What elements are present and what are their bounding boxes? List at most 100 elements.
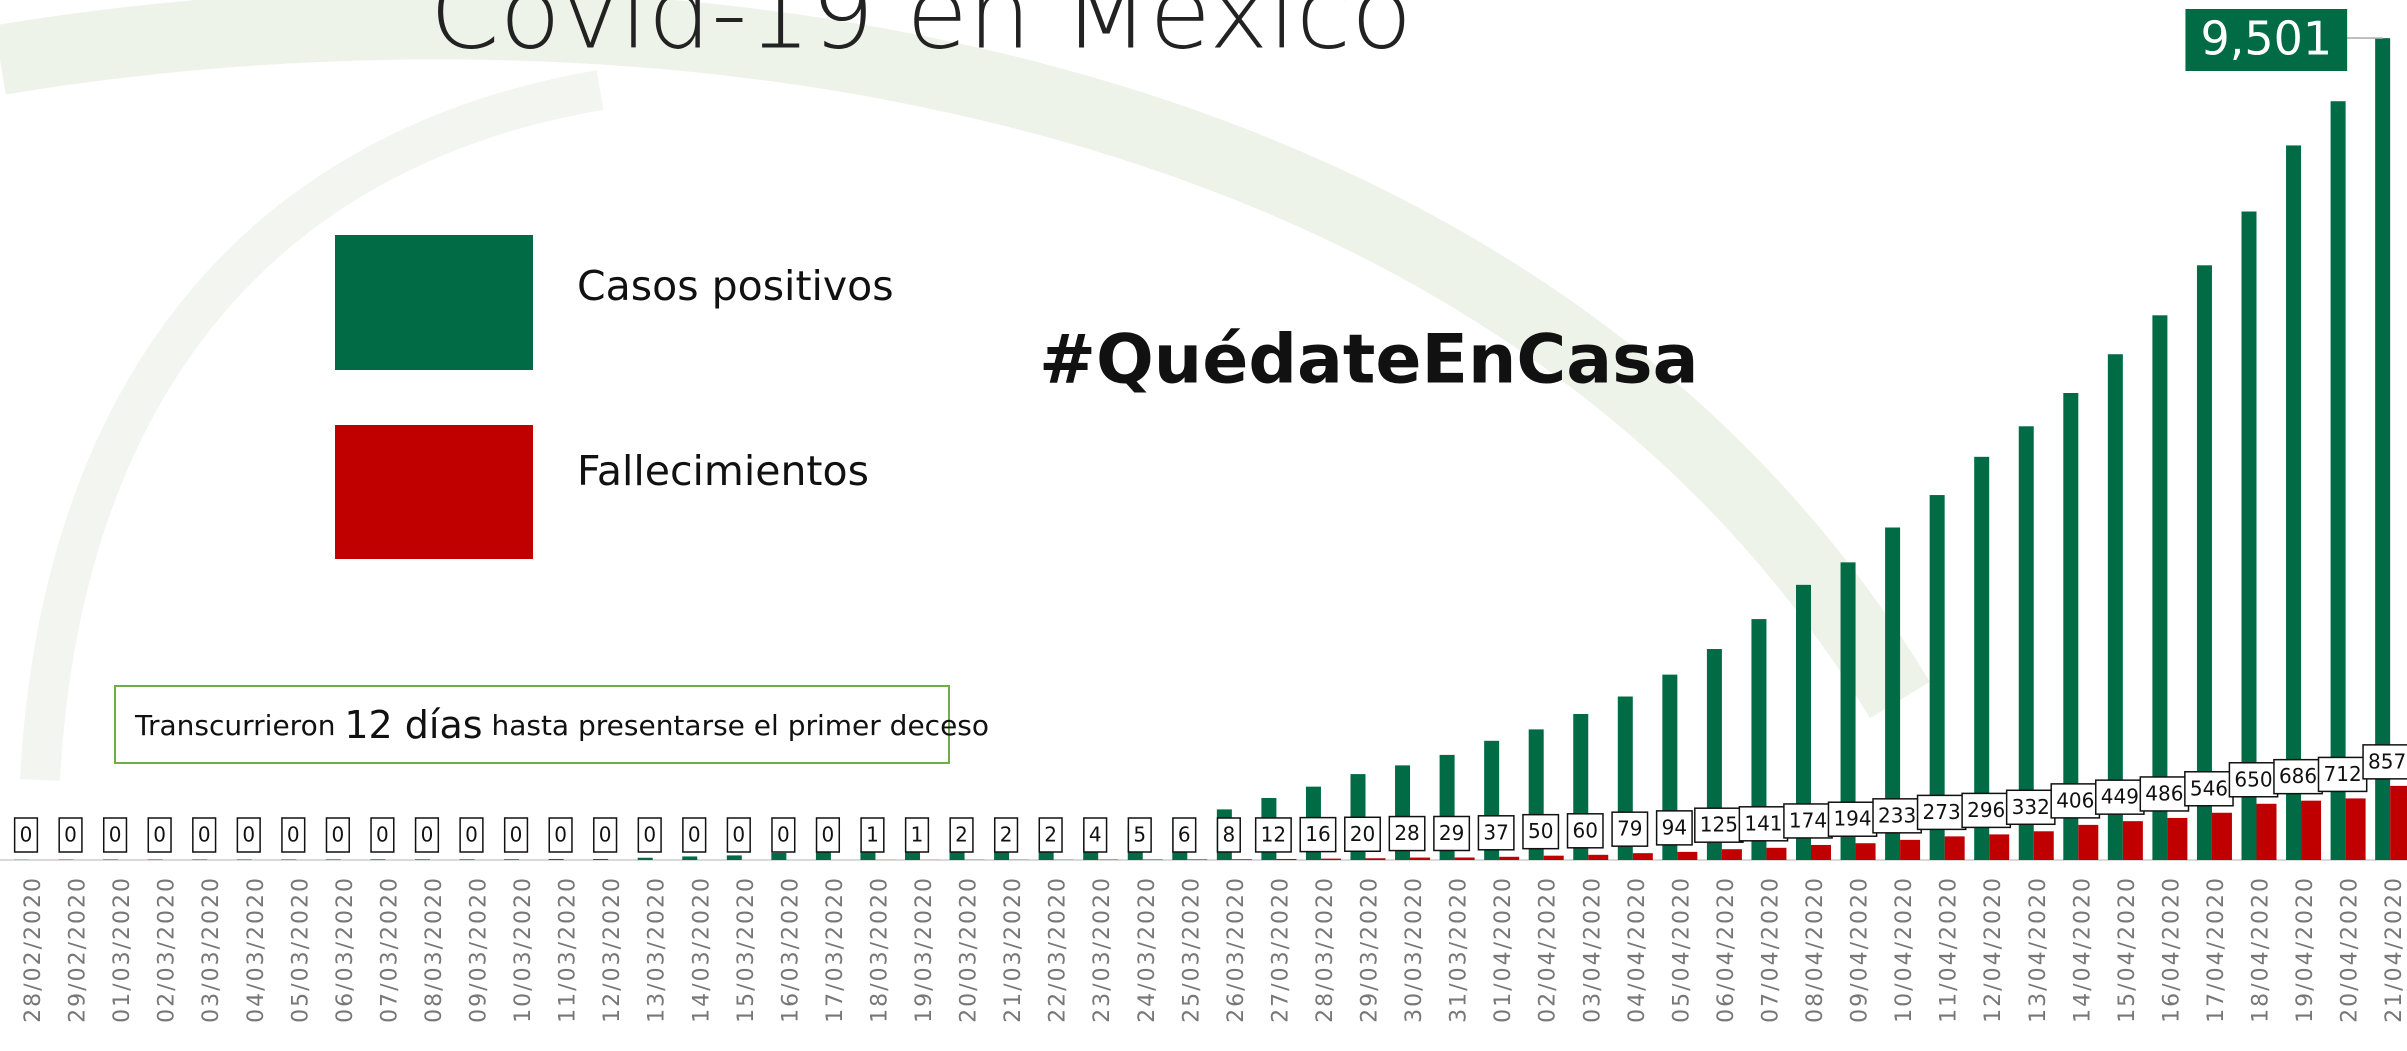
data-label: 4 bbox=[1089, 823, 1102, 847]
bar bbox=[2152, 315, 2168, 860]
x-tick-label: 10/04/2020 bbox=[1892, 876, 1917, 1023]
x-tick-label: 28/02/2020 bbox=[21, 876, 46, 1023]
x-tick-label: 19/03/2020 bbox=[912, 876, 937, 1023]
data-label-box bbox=[1216, 817, 1241, 853]
bar bbox=[1766, 847, 1787, 860]
bar bbox=[771, 852, 787, 860]
data-label-box bbox=[1388, 815, 1426, 852]
data-label: 650 bbox=[2234, 767, 2272, 791]
data-label: 0 bbox=[64, 823, 77, 847]
data-label: 0 bbox=[331, 823, 344, 847]
data-label: 8 bbox=[1222, 823, 1235, 847]
data-label-box bbox=[147, 817, 172, 853]
data-label: 0 bbox=[777, 823, 790, 847]
bar bbox=[1588, 854, 1609, 860]
bar bbox=[370, 859, 386, 860]
bar bbox=[815, 851, 831, 860]
x-tick-label: 04/04/2020 bbox=[1625, 876, 1650, 1023]
annotation-text: hasta presentarse el primer deceso bbox=[483, 709, 989, 742]
data-label-box bbox=[192, 817, 217, 853]
background-swoosh bbox=[0, 0, 1930, 719]
bar bbox=[1365, 858, 1386, 860]
bar bbox=[1231, 859, 1252, 860]
data-label: 5 bbox=[1133, 823, 1146, 847]
data-label-box bbox=[2273, 758, 2323, 795]
data-label-box bbox=[102, 817, 128, 853]
x-tick-label: 19/04/2020 bbox=[2293, 876, 2318, 1023]
data-label: 0 bbox=[510, 823, 523, 847]
bar bbox=[1944, 836, 1965, 860]
x-tick-label: 02/04/2020 bbox=[1536, 876, 1561, 1023]
x-tick-label: 09/03/2020 bbox=[467, 876, 492, 1023]
x-tick-label: 04/03/2020 bbox=[244, 876, 269, 1023]
bar bbox=[2375, 38, 2391, 860]
data-label: 1 bbox=[866, 823, 879, 847]
x-tick-label: 29/02/2020 bbox=[66, 876, 91, 1023]
data-label-box bbox=[1916, 794, 1967, 831]
x-tick-label: 11/04/2020 bbox=[1937, 876, 1962, 1023]
data-label-box bbox=[2139, 776, 2190, 812]
data-label-box bbox=[1566, 813, 1604, 849]
x-tick-label: 07/03/2020 bbox=[377, 876, 402, 1023]
data-label: 28 bbox=[1394, 821, 1419, 845]
bar bbox=[726, 855, 742, 860]
data-label: 233 bbox=[1878, 803, 1916, 827]
x-tick-label: 03/03/2020 bbox=[199, 876, 224, 1023]
data-label: 449 bbox=[2101, 785, 2139, 809]
x-tick-label: 21/03/2020 bbox=[1001, 876, 1026, 1023]
x-tick-label: 26/03/2020 bbox=[1224, 876, 1249, 1023]
x-tick-label: 17/03/2020 bbox=[823, 876, 848, 1023]
annotation-box bbox=[114, 685, 950, 764]
data-label: 406 bbox=[2056, 788, 2094, 812]
background-swoosh bbox=[20, 70, 604, 782]
data-label: 0 bbox=[822, 823, 835, 847]
bar bbox=[504, 859, 520, 860]
bar bbox=[1989, 834, 2010, 860]
x-tick-label: 15/03/2020 bbox=[734, 876, 759, 1023]
bar bbox=[1751, 619, 1767, 860]
data-label-box bbox=[2095, 779, 2145, 815]
data-label: 712 bbox=[2324, 762, 2362, 786]
x-tick-label: 06/03/2020 bbox=[333, 876, 358, 1023]
data-label-box bbox=[1522, 813, 1560, 850]
data-label-box bbox=[860, 817, 885, 853]
data-label-box bbox=[236, 817, 261, 853]
bar bbox=[2211, 812, 2232, 860]
x-tick-label: 05/04/2020 bbox=[1669, 876, 1694, 1023]
x-tick-label: 21/04/2020 bbox=[2382, 876, 2407, 1023]
annotation-emphasis: 12 días bbox=[344, 703, 482, 747]
bar bbox=[1499, 856, 1520, 860]
data-label: 37 bbox=[1483, 820, 1508, 844]
data-label: 9,501 bbox=[2200, 12, 2332, 66]
data-label: 0 bbox=[643, 823, 656, 847]
bar bbox=[2078, 824, 2099, 860]
bar bbox=[593, 858, 609, 860]
data-label: 50 bbox=[1528, 819, 1553, 843]
data-label: 0 bbox=[732, 823, 745, 847]
data-label: 60 bbox=[1573, 818, 1598, 842]
legend-label: Fallecimientos bbox=[577, 447, 869, 495]
x-tick-label: 08/04/2020 bbox=[1803, 876, 1828, 1023]
x-tick-label: 17/04/2020 bbox=[2204, 876, 2229, 1023]
x-tick-label: 10/03/2020 bbox=[511, 876, 536, 1023]
data-label: 546 bbox=[2190, 776, 2228, 800]
data-label-box bbox=[1299, 816, 1337, 853]
x-tick-label: 03/04/2020 bbox=[1580, 876, 1605, 1023]
data-label: 332 bbox=[2012, 795, 2050, 819]
data-label: 0 bbox=[20, 823, 33, 847]
x-tick-label: 13/04/2020 bbox=[2026, 876, 2051, 1023]
x-tick-label: 23/03/2020 bbox=[1090, 876, 1115, 1023]
data-label-box bbox=[637, 817, 662, 853]
data-label-box bbox=[682, 817, 707, 853]
x-tick-label: 24/03/2020 bbox=[1135, 876, 1160, 1023]
bar bbox=[2390, 785, 2407, 860]
data-label: 194 bbox=[1833, 807, 1871, 831]
x-tick-label: 11/03/2020 bbox=[556, 876, 581, 1023]
data-label-box bbox=[726, 817, 751, 853]
data-label-box bbox=[949, 817, 974, 853]
data-label: 0 bbox=[242, 823, 255, 847]
data-label-box bbox=[593, 817, 618, 853]
x-tick-label: 31/03/2020 bbox=[1447, 876, 1472, 1023]
bar bbox=[1632, 853, 1653, 860]
bar bbox=[860, 849, 876, 860]
